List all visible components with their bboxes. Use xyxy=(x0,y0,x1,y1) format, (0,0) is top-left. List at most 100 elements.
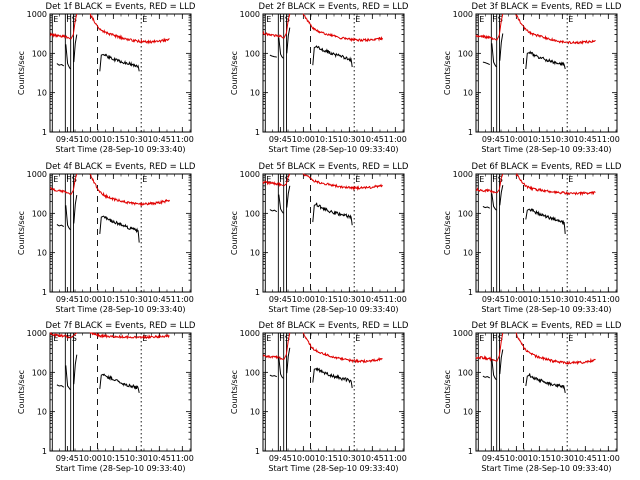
lld-series-line xyxy=(515,172,596,196)
x-tick-label: 09:45 xyxy=(269,135,292,144)
lld-series-line xyxy=(302,332,383,364)
lld-series-line xyxy=(89,332,170,340)
chart-panel-5: Det 5f BLACK = Events, RED = LLD 1 10 100 10… xyxy=(230,162,409,314)
x-axis-label: Start Time (28-Sep-10 09:33:40) xyxy=(481,145,611,154)
lld-series-line xyxy=(475,187,497,194)
y-tick-label: 100 xyxy=(245,209,260,218)
lld-series-line xyxy=(263,354,284,361)
marker-label: E xyxy=(53,175,58,184)
events-series-line xyxy=(99,373,140,393)
x-tick-label: 10:00 xyxy=(79,454,102,463)
marker-label: E xyxy=(142,175,147,184)
y-tick-label: 10 xyxy=(463,249,473,258)
plot-frame xyxy=(49,13,192,133)
events-series-line xyxy=(499,349,504,375)
x-tick-label: 11:00 xyxy=(597,454,620,463)
events-series-line xyxy=(99,215,140,243)
x-tick-label: 11:00 xyxy=(597,135,620,144)
x-tick-label: 10:45 xyxy=(574,454,597,463)
plot-frame xyxy=(49,173,192,293)
panel-title: Det 7f BLACK = Events, RED = LLD xyxy=(46,321,196,331)
lld-series-line xyxy=(70,332,78,339)
events-series-line xyxy=(56,224,65,228)
marker-label: E xyxy=(266,15,271,24)
marker-label: S xyxy=(498,175,503,184)
x-axis-label: Start Time (28-Sep-10 09:33:40) xyxy=(481,305,611,314)
events-series-line xyxy=(99,53,140,72)
lld-series-line xyxy=(496,13,504,41)
x-tick-label: 10:15 xyxy=(102,454,125,463)
x-tick-label: 09:45 xyxy=(56,454,79,463)
y-tick-label: 1000 xyxy=(240,170,260,179)
events-series-line xyxy=(482,61,490,65)
x-axis-label: Start Time (28-Sep-10 09:33:40) xyxy=(55,464,185,473)
x-tick-label: 11:00 xyxy=(384,295,407,304)
marker-label: E xyxy=(479,15,484,24)
x-axis-label: Start Time (28-Sep-10 09:33:40) xyxy=(481,464,611,473)
x-axis-label: Start Time (28-Sep-10 09:33:40) xyxy=(268,305,398,314)
marker-label: F xyxy=(492,15,497,24)
events-series-line xyxy=(73,354,78,385)
events-series-line xyxy=(525,373,566,393)
lld-series-line xyxy=(496,332,504,362)
y-axis-label: Counts/sec xyxy=(17,51,26,95)
x-tick-label: 10:45 xyxy=(148,135,171,144)
y-tick-label: 100 xyxy=(32,49,47,58)
x-tick-label: 10:15 xyxy=(102,135,125,144)
lld-series-line xyxy=(89,13,170,45)
events-series-line xyxy=(312,202,353,226)
chart-panel-8: Det 8f BLACK = Events, RED = LLD 1 10 100 10… xyxy=(230,321,409,473)
events-series-line xyxy=(482,375,491,379)
marker-label: F xyxy=(66,334,71,343)
x-tick-label: 10:00 xyxy=(292,295,315,304)
panel-title: Det 1f BLACK = Events, RED = LLD xyxy=(46,2,196,12)
marker-label: E xyxy=(568,175,573,184)
marker-label: S xyxy=(498,334,503,343)
events-series-line xyxy=(56,384,65,388)
chart-panel-2: Det 2f BLACK = Events, RED = LLD 1 10 100 10… xyxy=(230,2,409,154)
x-tick-label: 10:30 xyxy=(338,295,361,304)
plot-frame xyxy=(475,13,618,133)
marker-label: E xyxy=(355,175,360,184)
events-series-line xyxy=(286,347,291,374)
x-tick-label: 10:15 xyxy=(528,454,551,463)
y-tick-label: 10 xyxy=(250,89,260,98)
x-tick-label: 10:30 xyxy=(551,295,574,304)
y-tick-label: 100 xyxy=(245,49,260,58)
marker-label: E xyxy=(53,334,58,343)
x-tick-label: 09:45 xyxy=(482,454,505,463)
y-axis-label: Counts/sec xyxy=(230,370,239,414)
events-series-line xyxy=(482,205,491,209)
lld-series-line xyxy=(50,187,71,195)
marker-label: E xyxy=(53,15,58,24)
lld-series-line xyxy=(89,173,170,207)
events-series-line xyxy=(499,185,504,206)
marker-label: F xyxy=(279,334,284,343)
y-tick-label: 10 xyxy=(37,89,47,98)
y-tick-label: 1 xyxy=(468,447,473,456)
x-tick-label: 10:45 xyxy=(148,454,171,463)
plot-frame xyxy=(475,173,618,293)
y-tick-label: 100 xyxy=(32,209,47,218)
y-tick-label: 10 xyxy=(250,408,260,417)
x-tick-label: 10:00 xyxy=(292,454,315,463)
x-tick-label: 10:15 xyxy=(528,135,551,144)
events-series-line xyxy=(65,44,71,70)
lld-series-line xyxy=(70,13,78,40)
events-series-line xyxy=(73,34,78,63)
y-axis-label: Counts/sec xyxy=(17,370,26,414)
x-tick-label: 10:45 xyxy=(361,135,384,144)
events-series-line xyxy=(499,33,504,61)
panel-title: Det 5f BLACK = Events, RED = LLD xyxy=(259,162,409,172)
lld-series-line xyxy=(70,173,78,195)
x-axis-label: Start Time (28-Sep-10 09:33:40) xyxy=(55,305,185,314)
y-tick-label: 1 xyxy=(42,447,47,456)
x-tick-label: 09:45 xyxy=(56,135,79,144)
events-series-line xyxy=(269,374,277,378)
y-tick-label: 1000 xyxy=(27,170,47,179)
x-tick-label: 10:00 xyxy=(292,135,315,144)
x-tick-label: 10:45 xyxy=(361,295,384,304)
y-tick-label: 10 xyxy=(463,89,473,98)
chart-panel-9: Det 9f BLACK = Events, RED = LLD 1 10 100 10… xyxy=(443,321,622,473)
